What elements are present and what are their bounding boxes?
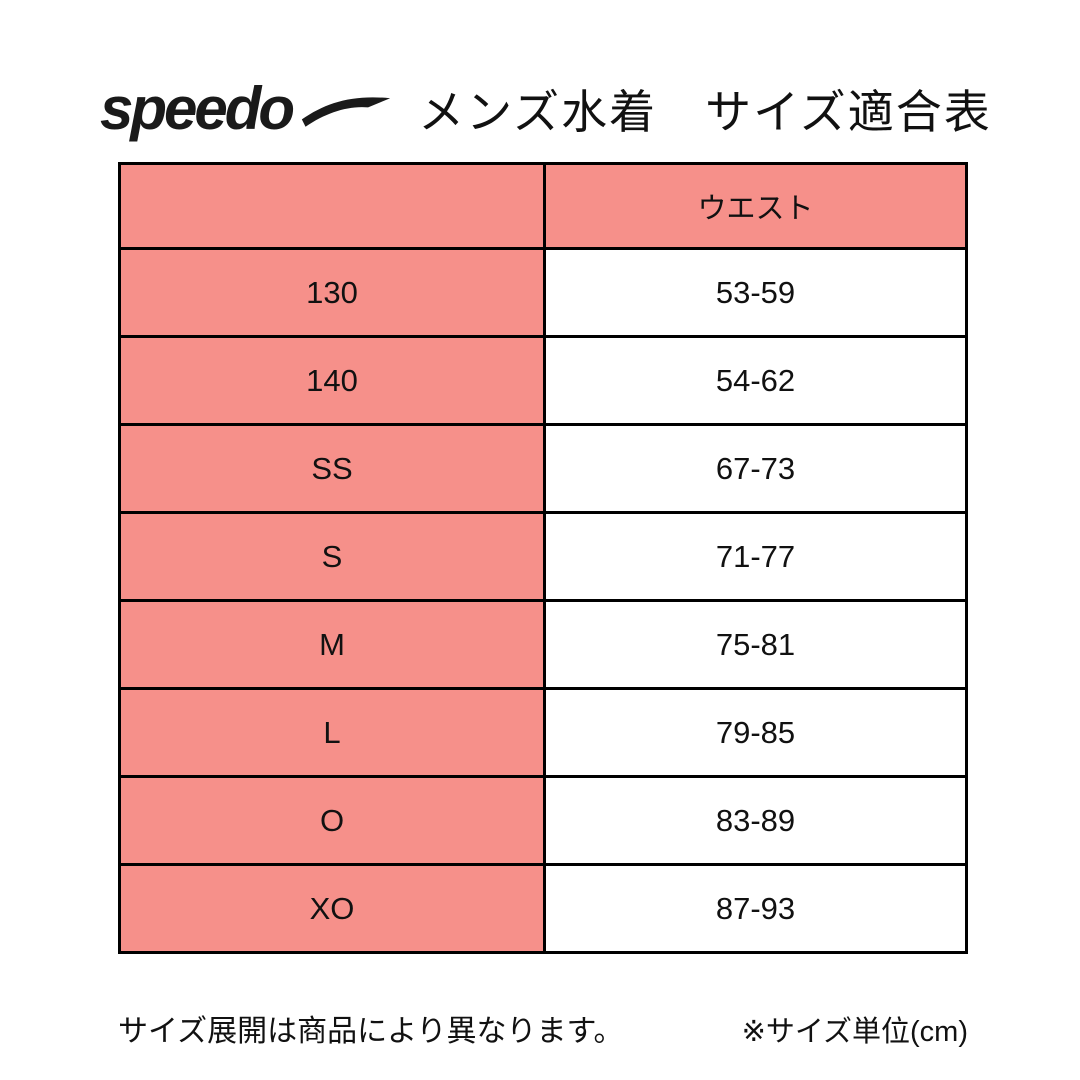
table-row: 140 54-62	[121, 335, 965, 423]
waist-cell: 87-93	[543, 866, 965, 951]
size-cell: S	[121, 514, 543, 599]
page-header: speedo メンズ水着 サイズ適合表	[100, 76, 992, 142]
table-row: O 83-89	[121, 775, 965, 863]
size-cell: 140	[121, 338, 543, 423]
table-header-row: ウエスト	[121, 165, 965, 247]
speedo-logo: speedo	[100, 79, 392, 139]
size-cell: XO	[121, 866, 543, 951]
table-row: M 75-81	[121, 599, 965, 687]
table-row: XO 87-93	[121, 863, 965, 951]
waist-cell: 67-73	[543, 426, 965, 511]
footer-note-unit: ※サイズ単位(cm)	[741, 1016, 968, 1048]
header-cell-size	[121, 165, 543, 247]
speedo-arrow-icon	[300, 91, 392, 133]
page-title: メンズ水着 サイズ適合表	[418, 86, 992, 138]
size-cell: SS	[121, 426, 543, 511]
size-cell: M	[121, 602, 543, 687]
table-row: S 71-77	[121, 511, 965, 599]
size-cell: L	[121, 690, 543, 775]
header-cell-waist: ウエスト	[543, 165, 965, 247]
table-row: SS 67-73	[121, 423, 965, 511]
waist-cell: 75-81	[543, 602, 965, 687]
speedo-logo-text: speedo	[100, 75, 295, 142]
waist-cell: 71-77	[543, 514, 965, 599]
size-table: ウエスト 130 53-59 140 54-62 SS 67-73 S 71-7…	[118, 162, 968, 954]
waist-cell: 54-62	[543, 338, 965, 423]
footer-note-size-variation: サイズ展開は商品により異なります。	[118, 1015, 624, 1048]
table-row: L 79-85	[121, 687, 965, 775]
size-cell: O	[121, 778, 543, 863]
table-row: 130 53-59	[121, 247, 965, 335]
waist-cell: 83-89	[543, 778, 965, 863]
waist-cell: 79-85	[543, 690, 965, 775]
size-cell: 130	[121, 250, 543, 335]
waist-cell: 53-59	[543, 250, 965, 335]
